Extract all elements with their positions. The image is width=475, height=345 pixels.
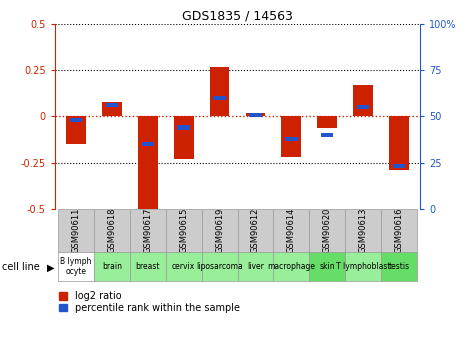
Bar (345, 252, 381, 281)
Text: liver: liver (247, 262, 264, 271)
Text: GSM90620: GSM90620 (323, 208, 332, 253)
Bar (166, 252, 202, 281)
Bar (138, 117, 158, 213)
Bar (389, 117, 408, 170)
Bar (130, 252, 166, 281)
Bar (130, 209, 166, 252)
Bar (166, 209, 202, 252)
Bar (317, 117, 337, 128)
Bar (209, 67, 229, 117)
Bar (381, 252, 417, 281)
Text: cell line: cell line (2, 263, 40, 272)
Text: GSM90613: GSM90613 (359, 208, 368, 253)
Bar (94, 252, 130, 281)
Bar (249, 112, 262, 117)
Bar (106, 104, 118, 107)
Text: liposarcoma: liposarcoma (196, 262, 243, 271)
Text: GSM90615: GSM90615 (179, 208, 188, 253)
Text: GSM90619: GSM90619 (215, 208, 224, 253)
Text: breast: breast (135, 262, 160, 271)
Bar (202, 209, 238, 252)
Bar (102, 102, 122, 117)
Bar (238, 209, 273, 252)
Bar (174, 117, 194, 159)
Bar (142, 142, 154, 146)
Text: GSM90614: GSM90614 (287, 208, 296, 253)
Bar (70, 118, 83, 122)
Text: GSM90618: GSM90618 (107, 208, 116, 253)
Bar (321, 133, 333, 137)
Bar (285, 137, 297, 141)
Bar (178, 126, 190, 129)
Bar (94, 209, 130, 252)
Bar (66, 117, 86, 144)
Bar (58, 252, 94, 281)
Title: GDS1835 / 14563: GDS1835 / 14563 (182, 10, 293, 23)
Text: cervix: cervix (172, 262, 195, 271)
Legend: log2 ratio, percentile rank within the sample: log2 ratio, percentile rank within the s… (59, 291, 240, 313)
Bar (58, 209, 94, 252)
Bar (246, 113, 266, 117)
Text: GSM90617: GSM90617 (143, 208, 152, 253)
Bar (357, 105, 369, 109)
Text: GSM90612: GSM90612 (251, 208, 260, 253)
Bar (381, 209, 417, 252)
Text: GSM90616: GSM90616 (394, 208, 403, 253)
Bar (345, 209, 381, 252)
Bar (238, 252, 273, 281)
Bar (202, 252, 238, 281)
Bar (273, 209, 309, 252)
Bar (281, 117, 301, 157)
Text: B lymph
ocyte: B lymph ocyte (60, 257, 92, 276)
Text: skin: skin (319, 262, 335, 271)
Text: T lymphoblast: T lymphoblast (336, 262, 390, 271)
Text: brain: brain (102, 262, 122, 271)
Bar (273, 252, 309, 281)
Text: GSM90611: GSM90611 (72, 208, 81, 253)
Text: testis: testis (388, 262, 409, 271)
Bar (353, 85, 373, 117)
Bar (309, 252, 345, 281)
Bar (213, 96, 226, 100)
Text: macrophage: macrophage (267, 262, 315, 271)
Bar (392, 164, 405, 168)
Bar (309, 209, 345, 252)
Text: ▶: ▶ (47, 263, 54, 273)
